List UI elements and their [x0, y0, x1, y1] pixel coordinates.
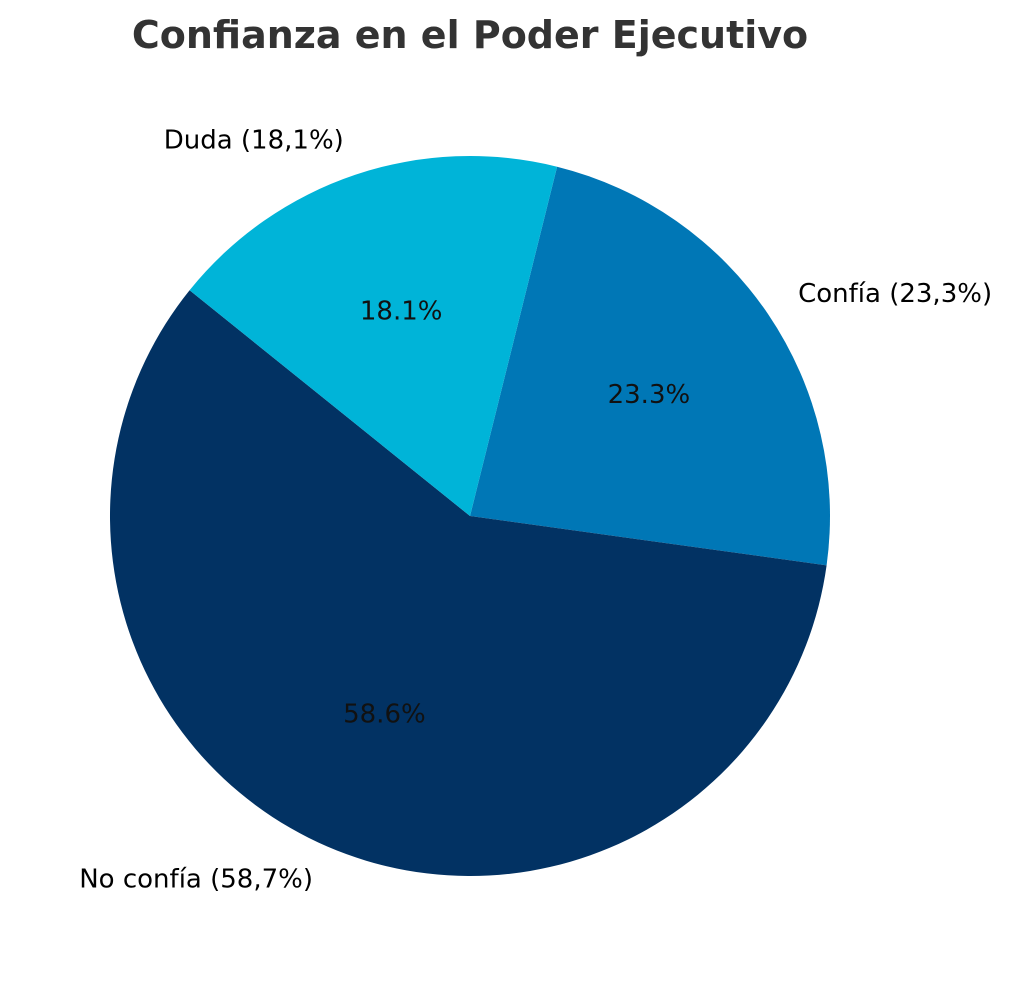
pie-slice-confia [470, 166, 831, 566]
pie-slice-no-confia [109, 290, 827, 877]
pie-slice-duda [189, 155, 558, 516]
pie-slices [109, 155, 831, 877]
pie-outer-labels: Confía (23,3%) No confía (58,7%) Duda (18,… [79, 126, 992, 895]
pct-label-duda: 18.1% [360, 296, 443, 326]
pct-label-confia: 23.3% [608, 380, 691, 410]
outer-label-no-confia: No confía (58,7%) [79, 865, 313, 895]
outer-label-confia: Confía (23,3%) [798, 279, 992, 309]
pct-label-no-confia: 58.6% [343, 699, 426, 729]
pie-percent-labels: 23.3% 58.6% 18.1% [343, 296, 690, 729]
outer-label-duda: Duda (18,1%) [164, 126, 344, 156]
chart-title: Confianza en el Poder Ejecutivo [132, 13, 808, 57]
